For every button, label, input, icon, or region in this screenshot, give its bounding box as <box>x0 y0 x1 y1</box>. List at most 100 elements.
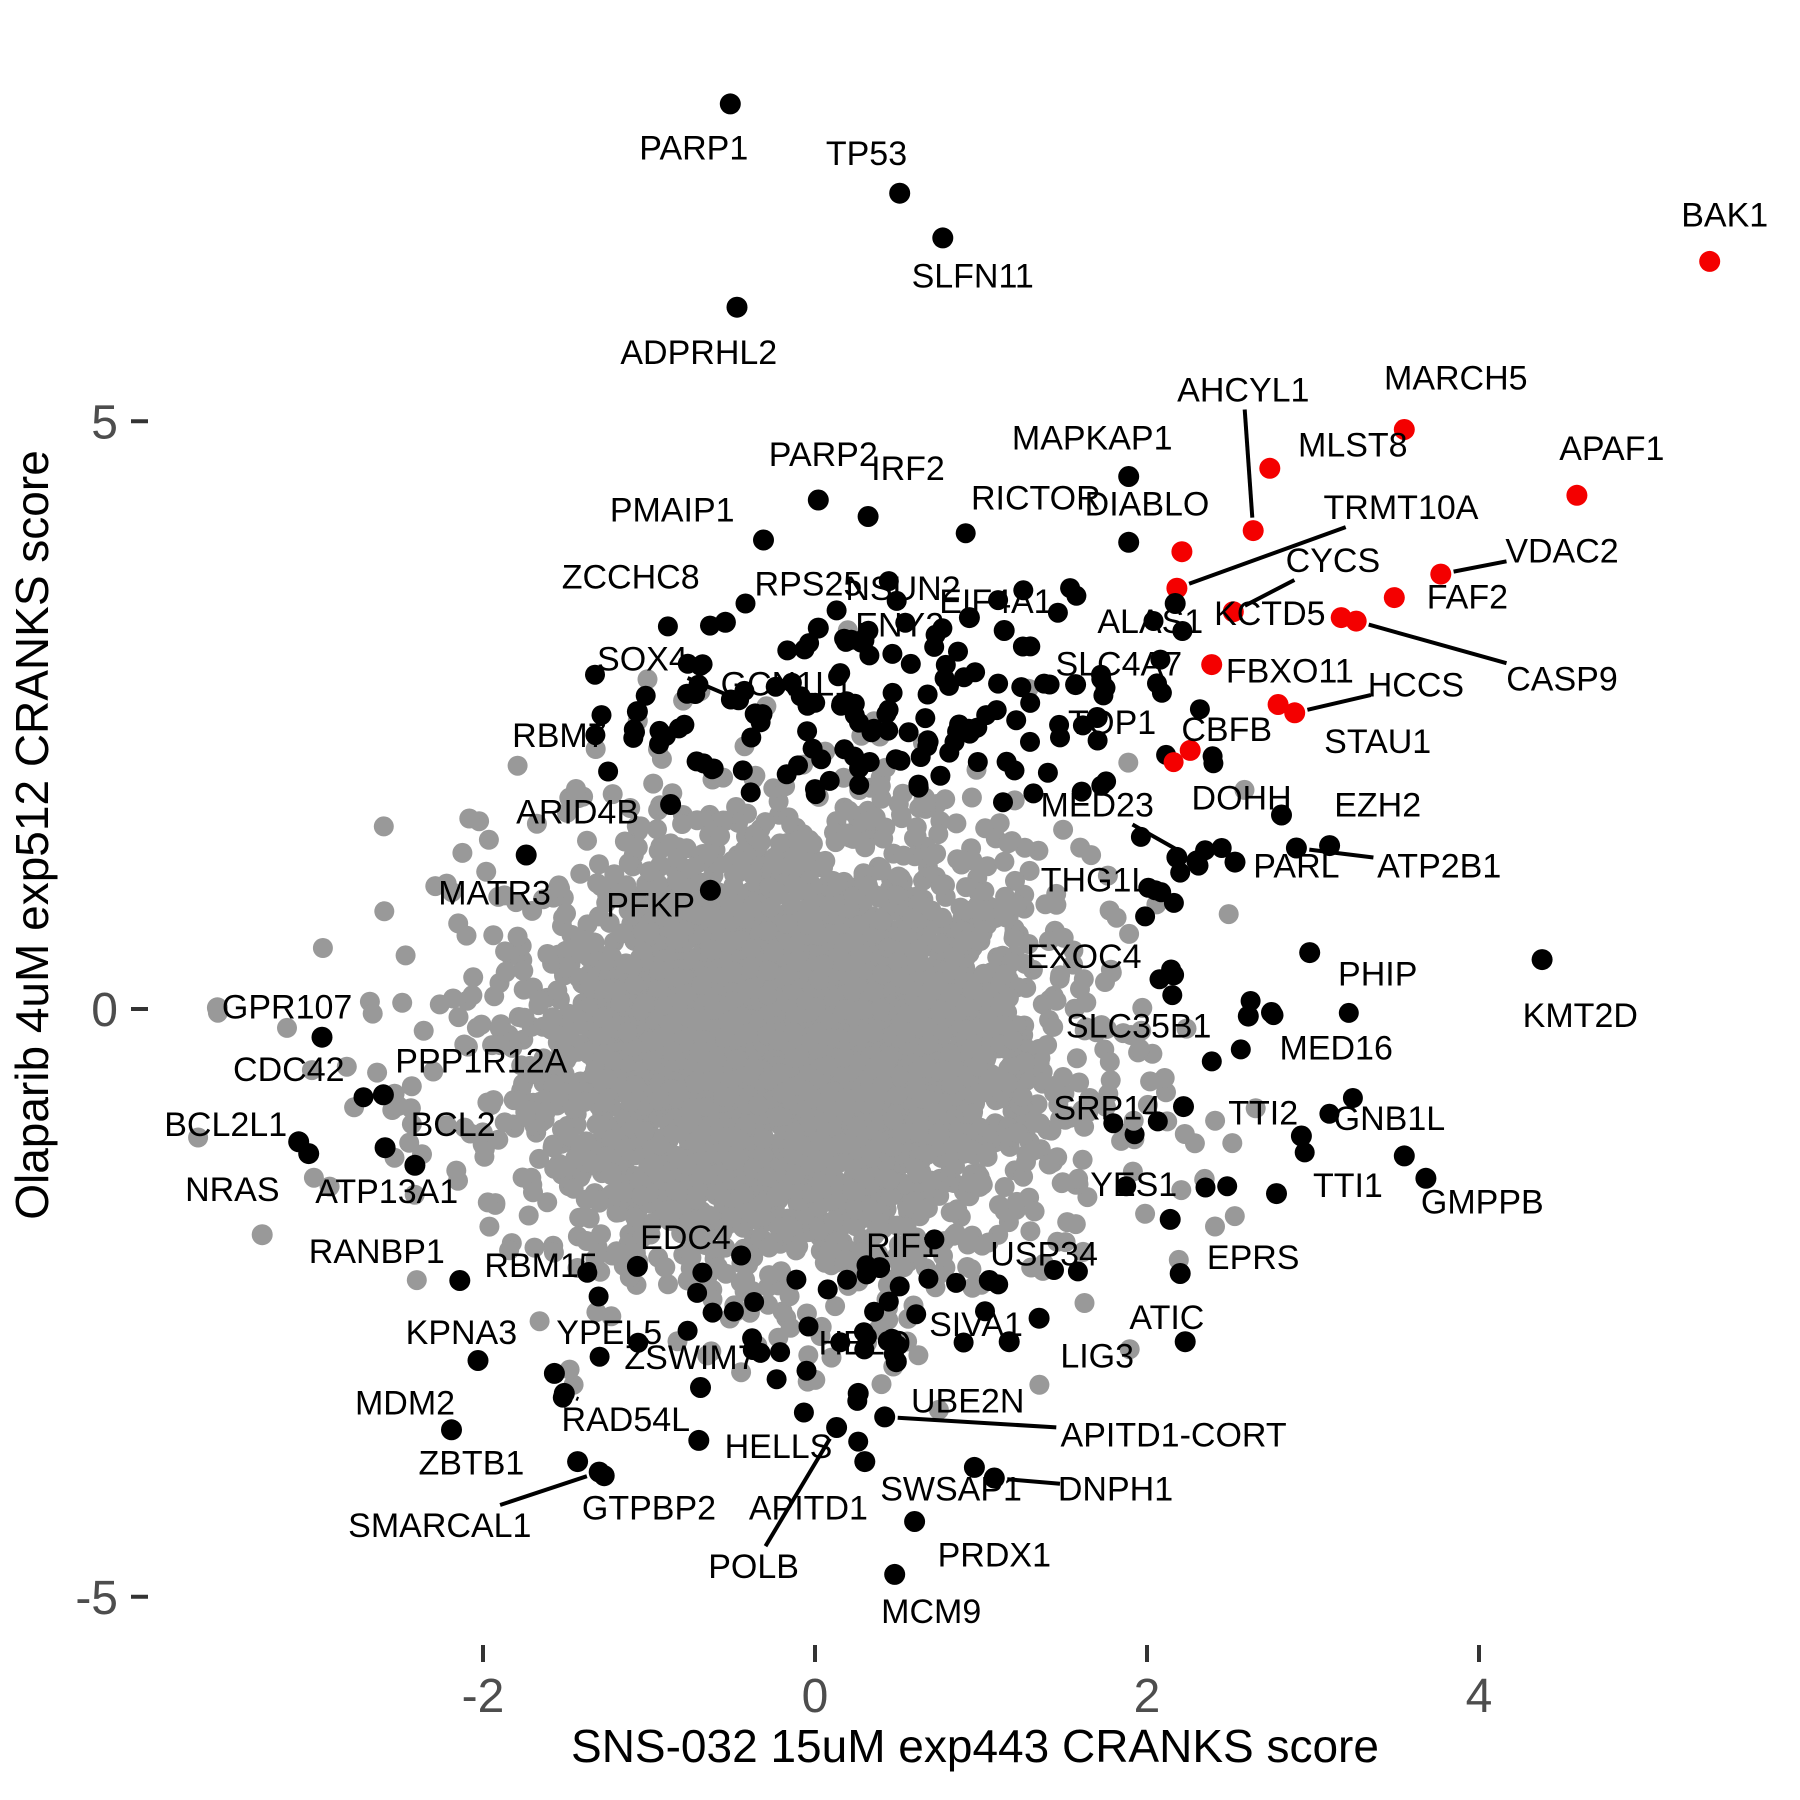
background-point <box>889 967 910 988</box>
background-point <box>945 1223 966 1244</box>
background-point <box>768 1106 789 1127</box>
background-point <box>676 838 697 859</box>
hit-point <box>677 653 698 674</box>
background-point <box>618 853 639 874</box>
background-point <box>825 1296 846 1317</box>
background-point <box>997 1072 1018 1093</box>
background-point <box>1050 965 1071 986</box>
background-point <box>588 906 609 927</box>
hit-point <box>1023 783 1044 804</box>
gene-point-slc4a7 <box>1065 674 1087 696</box>
background-point <box>610 992 631 1013</box>
hit-point <box>859 752 880 772</box>
background-point <box>1234 779 1255 800</box>
background-point <box>834 999 855 1020</box>
background-point <box>508 1090 529 1111</box>
hit-point <box>776 764 797 785</box>
hit-point <box>895 612 916 633</box>
background-point <box>806 1023 827 1044</box>
gene-point-zcchc8 <box>714 611 736 633</box>
background-point <box>1014 837 1035 858</box>
background-point <box>463 967 484 988</box>
background-point <box>587 1190 608 1211</box>
background-point <box>914 1057 935 1078</box>
hit-point <box>877 1331 898 1351</box>
background-point <box>726 1049 747 1070</box>
background-point <box>529 1311 550 1332</box>
background-point <box>1095 1096 1116 1117</box>
gene-point-gnb1l <box>1393 1145 1415 1167</box>
background-point <box>1039 1154 1060 1175</box>
background-point <box>755 812 776 833</box>
gene-label-gcn1l1: GCN1L1 <box>721 665 853 703</box>
label-leader-line <box>897 1415 1057 1430</box>
background-point <box>813 954 834 975</box>
hit-point <box>805 779 825 800</box>
background-point <box>548 1087 569 1108</box>
background-point <box>753 1128 774 1149</box>
background-point <box>1100 1070 1121 1091</box>
background-point <box>477 1192 498 1213</box>
background-point <box>976 1143 997 1164</box>
gene-label-smarcal1: SMARCAL1 <box>348 1507 531 1545</box>
gene-point-matr3 <box>515 844 537 866</box>
gene-label-slc4a7: SLC4A7 <box>1055 645 1182 683</box>
background-point <box>872 1072 893 1093</box>
gene-label-exoc4: EXOC4 <box>1026 938 1141 976</box>
hit-point <box>947 721 968 742</box>
background-point <box>721 1207 742 1228</box>
label-leader-line <box>1188 525 1347 586</box>
background-point <box>681 1247 702 1268</box>
hit-point <box>577 1262 598 1283</box>
gene-label-ranbp1: RANBP1 <box>309 1233 445 1271</box>
background-point <box>1066 1048 1087 1069</box>
hit-point <box>1047 602 1068 623</box>
background-point <box>675 984 696 1005</box>
background-point <box>815 1092 835 1113</box>
background-point <box>594 951 615 972</box>
background-point <box>1156 1082 1176 1103</box>
background-point <box>526 813 547 834</box>
background-point <box>1118 752 1139 773</box>
x-tick-label: -2 <box>462 1670 505 1723</box>
hit-point <box>817 1279 838 1300</box>
background-point <box>872 964 893 985</box>
gene-point-gmppb <box>1415 1167 1437 1189</box>
gene-label-faf2: FAF2 <box>1427 578 1508 616</box>
gene-point-gtpbp2 <box>593 1465 615 1487</box>
background-point <box>789 880 810 901</box>
background-point <box>698 844 719 865</box>
gene-point-usp34 <box>978 1270 1000 1291</box>
hit-point <box>886 590 907 611</box>
hit-point <box>826 600 847 621</box>
hit-point <box>740 782 761 803</box>
gene-point-atp2b1 <box>1285 837 1307 859</box>
background-point <box>601 1306 622 1327</box>
background-point <box>336 1056 357 1077</box>
background-point <box>521 1167 542 1188</box>
hit-point <box>805 692 826 713</box>
gene-label-zbtb1: ZBTB1 <box>418 1445 524 1483</box>
background-point <box>604 864 625 885</box>
background-point <box>401 1076 422 1097</box>
background-point <box>456 925 477 946</box>
background-point <box>399 1132 420 1153</box>
background-point <box>961 1035 982 1056</box>
background-point <box>413 1020 434 1041</box>
hit-point <box>1201 1051 1222 1072</box>
gene-point-swsap1 <box>963 1456 985 1478</box>
background-point <box>513 960 534 981</box>
hit-point <box>918 731 939 752</box>
gene-label-lig3: LIG3 <box>1060 1338 1134 1376</box>
background-point <box>1012 1086 1033 1107</box>
gene-label-pfkp: PFKP <box>606 886 695 924</box>
gene-point-diablo <box>1171 541 1193 563</box>
background-point <box>1099 1051 1120 1072</box>
gene-point-mapkap1 <box>1118 466 1140 487</box>
hit-point <box>794 639 815 660</box>
background-point <box>748 1095 769 1116</box>
background-point <box>625 1075 646 1096</box>
background-point <box>1053 819 1074 840</box>
hit-point <box>628 1332 649 1353</box>
